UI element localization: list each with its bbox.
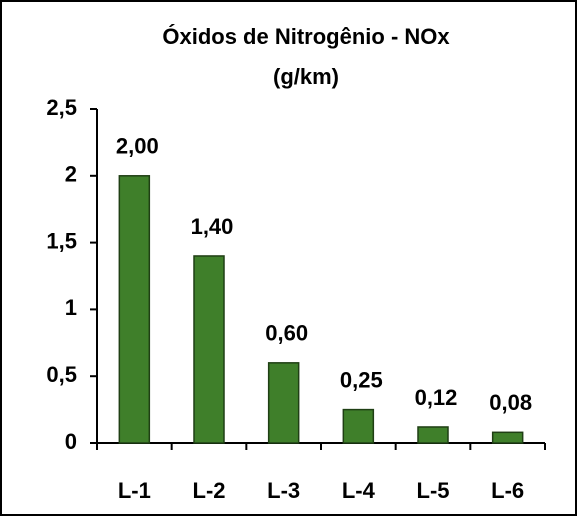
bar	[417, 426, 449, 444]
x-tick-label: L-6	[491, 478, 524, 503]
chart-title: Óxidos de Nitrogênio - NOx	[162, 24, 450, 49]
bar	[193, 255, 225, 444]
value-label: 0,12	[415, 385, 458, 410]
bar	[118, 175, 151, 444]
x-tick-label: L-4	[342, 478, 376, 503]
value-label: 0,08	[489, 390, 532, 415]
bar	[491, 431, 524, 444]
value-label: 0,60	[265, 321, 308, 346]
y-tick-label: 2	[65, 162, 77, 187]
y-tick-label: 0	[65, 429, 77, 454]
y-tick-label: 1,5	[46, 228, 77, 253]
x-tick-label: L-2	[193, 478, 226, 503]
y-tick-label: 1	[65, 295, 77, 320]
x-tick-label: L-3	[267, 478, 300, 503]
x-tick-label: L-5	[417, 478, 450, 503]
value-label: 2,00	[116, 134, 159, 159]
x-tick-label: L-1	[118, 478, 151, 503]
bar	[267, 362, 300, 444]
value-label: 1,40	[191, 214, 234, 239]
y-tick-label: 2,5	[46, 95, 77, 120]
value-label: 0,25	[340, 367, 383, 392]
bar	[342, 408, 375, 444]
y-tick-label: 0,5	[46, 362, 77, 387]
chart-subtitle: (g/km)	[273, 64, 339, 89]
